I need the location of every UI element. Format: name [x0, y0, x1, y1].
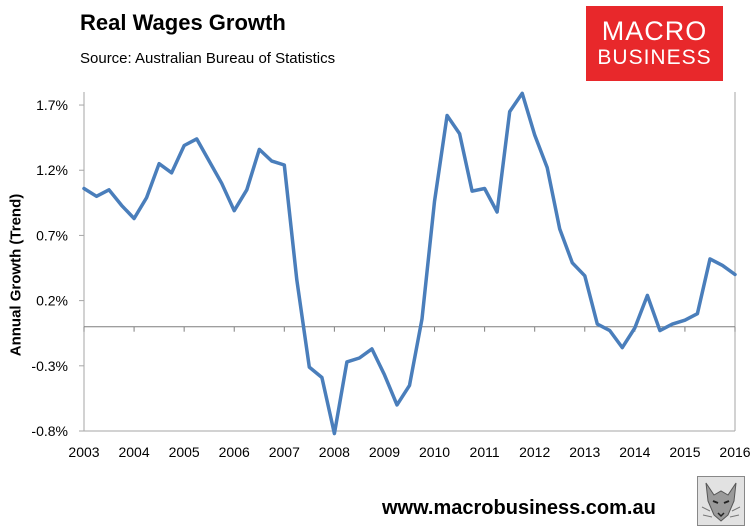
data-point	[283, 163, 286, 167]
data-point	[470, 189, 474, 193]
data-point	[571, 261, 574, 265]
x-tick-label: 2004	[118, 444, 149, 460]
data-point	[546, 166, 549, 169]
data-point	[483, 187, 486, 190]
x-tick-label: 2014	[619, 444, 650, 460]
data-point	[420, 317, 424, 321]
x-tick-label: 2012	[519, 444, 550, 460]
data-point	[145, 196, 148, 199]
y-tick-label: 1.2%	[36, 162, 68, 178]
data-point	[132, 217, 136, 220]
data-point	[157, 162, 161, 165]
data-point	[733, 273, 737, 276]
data-point	[520, 92, 524, 95]
x-tick-label: 2015	[669, 444, 700, 460]
data-point	[82, 187, 86, 190]
data-point	[233, 209, 236, 212]
y-tick-label: -0.8%	[31, 423, 68, 439]
data-point	[708, 257, 712, 261]
data-point	[408, 384, 411, 387]
data-point	[558, 227, 561, 231]
data-point	[333, 432, 336, 435]
x-tick-label: 2008	[319, 444, 350, 460]
x-tick-label: 2016	[719, 444, 750, 460]
data-point	[646, 294, 649, 297]
x-tick-label: 2010	[419, 444, 450, 460]
logo-line-1: MACRO	[601, 16, 708, 46]
data-point	[245, 188, 248, 191]
data-point	[207, 159, 211, 163]
x-tick-label: 2006	[219, 444, 250, 460]
data-point	[721, 264, 724, 267]
data-point	[596, 322, 599, 326]
data-point	[395, 403, 399, 407]
x-tick-label: 2003	[68, 444, 99, 460]
y-tick-label: 0.2%	[36, 293, 68, 309]
data-point	[445, 114, 449, 117]
x-tick-label: 2011	[470, 444, 500, 460]
y-tick-label: 1.7%	[36, 97, 68, 113]
chart-source: Source: Australian Bureau of Statistics	[80, 50, 336, 67]
chart-title: Real Wages Growth	[80, 10, 286, 35]
data-point	[170, 171, 173, 175]
data-point	[633, 326, 637, 330]
series-line-real-wages-growth	[82, 91, 737, 436]
data-point	[433, 200, 436, 203]
x-tick-label: 2013	[569, 444, 600, 460]
data-point	[220, 182, 223, 185]
data-point	[621, 346, 624, 349]
footer-url[interactable]: www.macrobusiness.com.au	[382, 497, 656, 519]
data-point	[95, 195, 98, 198]
data-point	[683, 318, 687, 322]
data-point	[107, 188, 111, 191]
data-point	[495, 210, 499, 214]
data-point	[458, 132, 461, 135]
data-point	[583, 274, 586, 278]
data-point	[308, 365, 311, 369]
data-point	[258, 148, 261, 151]
data-point	[383, 373, 386, 377]
y-tick-label: 0.7%	[36, 227, 68, 243]
data-point	[295, 278, 299, 281]
logo-line-2: BUSINESS	[597, 46, 712, 69]
data-point	[320, 376, 324, 379]
wolf-icon	[697, 476, 745, 526]
data-point	[195, 137, 198, 141]
data-point	[671, 322, 674, 326]
data-point	[658, 329, 662, 332]
data-point	[533, 133, 536, 137]
data-point	[120, 204, 123, 207]
x-tick-label: 2005	[169, 444, 200, 460]
data-point	[370, 347, 374, 351]
x-tick-label: 2009	[369, 444, 400, 460]
data-point	[270, 159, 273, 163]
data-point	[696, 312, 699, 315]
x-tick-label: 2007	[269, 444, 300, 460]
data-point	[608, 329, 612, 332]
data-point	[508, 110, 511, 113]
data-point	[345, 360, 349, 364]
data-point	[358, 356, 361, 360]
macrobusiness-logo: MACRO BUSINESS	[586, 6, 723, 81]
y-tick-label: -0.3%	[31, 358, 68, 374]
data-point	[182, 144, 186, 147]
